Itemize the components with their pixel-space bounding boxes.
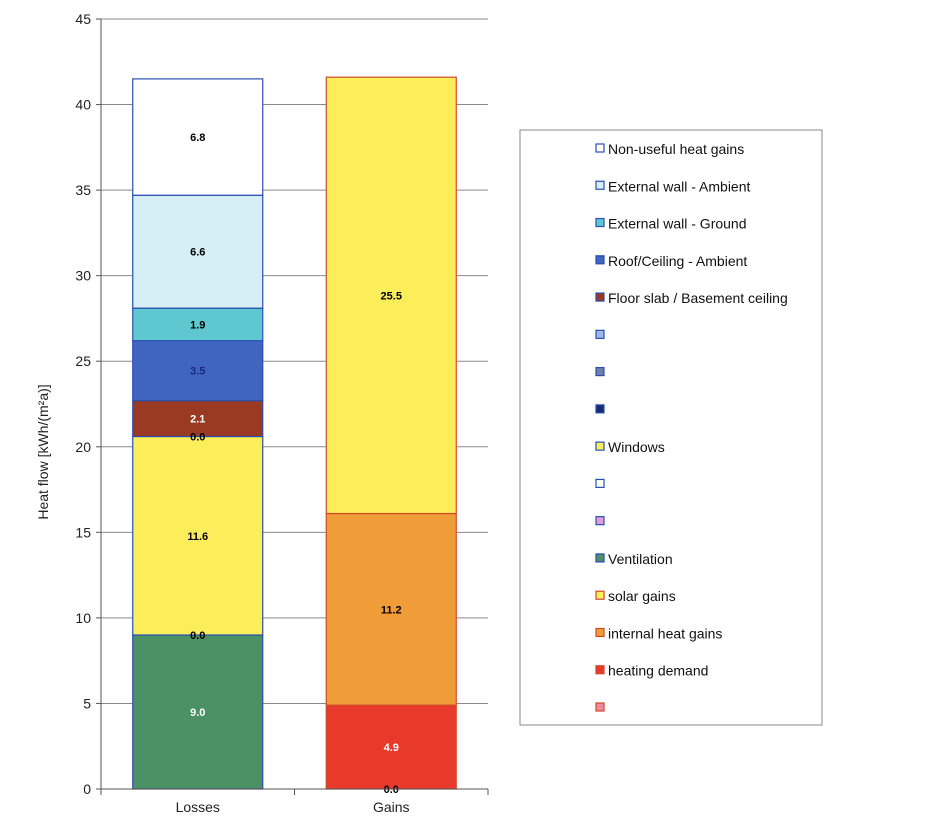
y-tick-label: 5 — [83, 695, 91, 711]
x-tick-label: Gains — [373, 799, 410, 815]
bar-segment — [325, 512, 457, 706]
data-label: 11.2 — [381, 604, 402, 616]
legend-label: Roof/Ceiling - Ambient — [608, 253, 747, 269]
legend: Non-useful heat gains External wall - Amb… — [519, 129, 823, 726]
legend-swatch — [595, 627, 605, 638]
legend-label: heating demand — [608, 663, 708, 679]
bar-segment — [325, 704, 457, 790]
legend-swatch — [595, 180, 605, 190]
bar-segment — [132, 435, 264, 636]
data-label: 11.6 — [187, 531, 208, 543]
legend-label: solar gains — [608, 588, 676, 604]
data-label: 25.5 — [381, 290, 402, 302]
bar-segment — [325, 76, 457, 515]
bar-segment — [132, 194, 264, 309]
legend-swatch — [595, 255, 605, 265]
y-tick-label: 0 — [83, 781, 91, 797]
data-label: 9.0 — [190, 707, 205, 719]
legend-label: Non-useful heat gains — [608, 141, 744, 157]
legend-label: Floor slab / Basement ceiling — [608, 290, 788, 306]
legend-label: External wall - Ambient — [608, 178, 751, 194]
legend-swatch — [595, 516, 605, 526]
x-tick-label: Losses — [176, 799, 220, 815]
bar-segment — [132, 78, 264, 196]
legend-swatch — [595, 143, 605, 153]
stacked-bars — [132, 76, 457, 790]
y-tick-label: 15 — [75, 524, 91, 540]
data-labels: 9.0 0.0 11.6 0.0 2.1 3.5 1.9 6.6 6.8 0.0 4.9 11.2 25… — [187, 132, 402, 796]
legend-label: internal heat gains — [608, 625, 722, 641]
legend-swatch — [595, 441, 605, 451]
data-label: 3.5 — [190, 366, 205, 378]
data-label: 1.9 — [190, 319, 205, 331]
data-label: 0.0 — [190, 630, 205, 642]
legend-swatch — [595, 665, 605, 675]
legend-swatch — [595, 404, 605, 414]
data-label: 0.0 — [384, 784, 399, 796]
legend-label: Ventilation — [608, 551, 673, 567]
legend-swatch — [595, 329, 605, 339]
legend-swatch — [595, 553, 605, 563]
data-label: 6.6 — [190, 247, 205, 259]
legend-label: Windows — [608, 439, 665, 455]
bar-segment — [132, 340, 264, 402]
y-axis-title: Heat flow [kWh/(m²a)] — [35, 384, 51, 519]
bar-segment — [132, 634, 264, 790]
legend-swatch — [595, 478, 605, 488]
legend-label: External wall - Ground — [608, 216, 747, 232]
y-tick-label: 20 — [75, 439, 91, 455]
y-tick-label: 25 — [75, 353, 91, 369]
legend-swatch — [595, 590, 605, 600]
y-tick-label: 35 — [75, 182, 91, 198]
data-label: 6.8 — [190, 132, 205, 144]
legend-box — [519, 129, 823, 726]
y-tick-label: 45 — [75, 11, 91, 27]
legend-swatch — [595, 217, 605, 228]
legend-swatch — [595, 292, 605, 302]
legend-swatch — [595, 702, 605, 712]
y-tick-label: 10 — [75, 610, 91, 626]
data-label: 4.9 — [384, 742, 399, 754]
data-label: 0.0 — [190, 432, 205, 444]
y-tick-label: 40 — [75, 97, 91, 113]
legend-swatch — [595, 367, 605, 377]
axes: 0 5 10 15 20 25 30 35 40 45 Losses Gains — [75, 11, 489, 815]
y-tick-label: 30 — [75, 268, 91, 284]
data-label: 2.1 — [190, 414, 205, 426]
